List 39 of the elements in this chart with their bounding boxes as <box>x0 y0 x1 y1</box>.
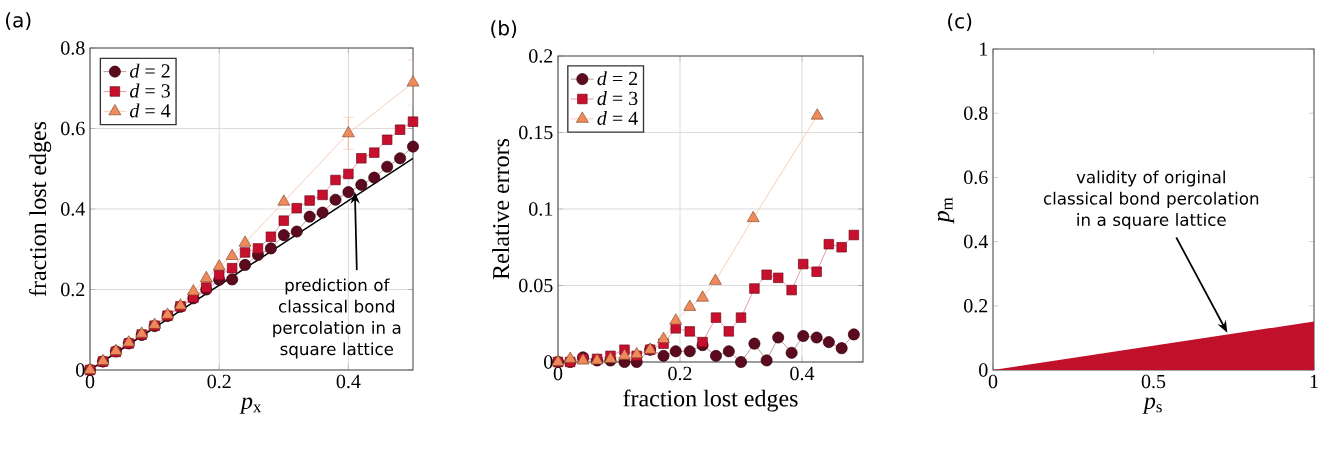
y-tick-label: 0.6 <box>61 121 85 136</box>
y-tick-label: 1 <box>980 42 988 56</box>
legend-label: d = 3 <box>597 91 638 106</box>
y-axis-title: p$_{m}$ <box>937 197 955 224</box>
chart-title: (a) <box>6 12 31 30</box>
y-tick-label: 0.4 <box>964 234 988 249</box>
x-axis-title: fraction lost edges <box>623 389 798 412</box>
legend-label: d = 3 <box>130 83 170 98</box>
y-tick-label: 0.05 <box>519 278 553 293</box>
y-tick-label: 0.2 <box>529 49 553 63</box>
x-tick-label: 0 <box>85 374 95 389</box>
x-tick-label: 1 <box>1310 374 1318 388</box>
annotation: validity of original classical bond percolation in a square lattice <box>1043 170 1259 230</box>
y-tick-label: 0.2 <box>61 282 85 297</box>
legend-label: d = 2 <box>130 63 170 78</box>
annotation: prediction of classical bond percolation in a square lattice <box>273 278 401 359</box>
y-axis-title: fraction lost edges <box>29 121 52 297</box>
y-tick-label: 0.8 <box>964 106 988 120</box>
x-axis-title: p$_{x}$ <box>239 397 262 414</box>
y-tick-label: 0.1 <box>529 202 553 216</box>
x-tick-label: 0.2 <box>668 366 692 381</box>
y-axis-title: Relative errors <box>492 138 510 280</box>
legend-label: d = 4 <box>130 103 171 118</box>
y-tick-label: 0.2 <box>964 299 988 313</box>
y-tick-label: 0.6 <box>964 170 988 185</box>
x-tick-label: 0 <box>553 366 563 381</box>
y-tick-label: 0.15 <box>519 125 553 140</box>
legend-label: d = 4 <box>597 110 638 126</box>
y-tick-label: 0 <box>544 355 553 369</box>
legend-label: d = 2 <box>597 71 638 86</box>
y-tick-label: 0.4 <box>61 202 85 216</box>
x-tick-label: 0.4 <box>336 374 361 389</box>
x-tick-label: 0.2 <box>207 374 231 389</box>
x-tick-label: 0.5 <box>1141 374 1166 389</box>
y-tick-label: 0.8 <box>61 41 85 55</box>
chart-title: (b) <box>491 20 517 38</box>
chart-title: (c) <box>948 13 972 31</box>
x-axis-title: p$_{s}$ <box>1142 397 1162 414</box>
x-tick-label: 0.4 <box>790 366 815 381</box>
